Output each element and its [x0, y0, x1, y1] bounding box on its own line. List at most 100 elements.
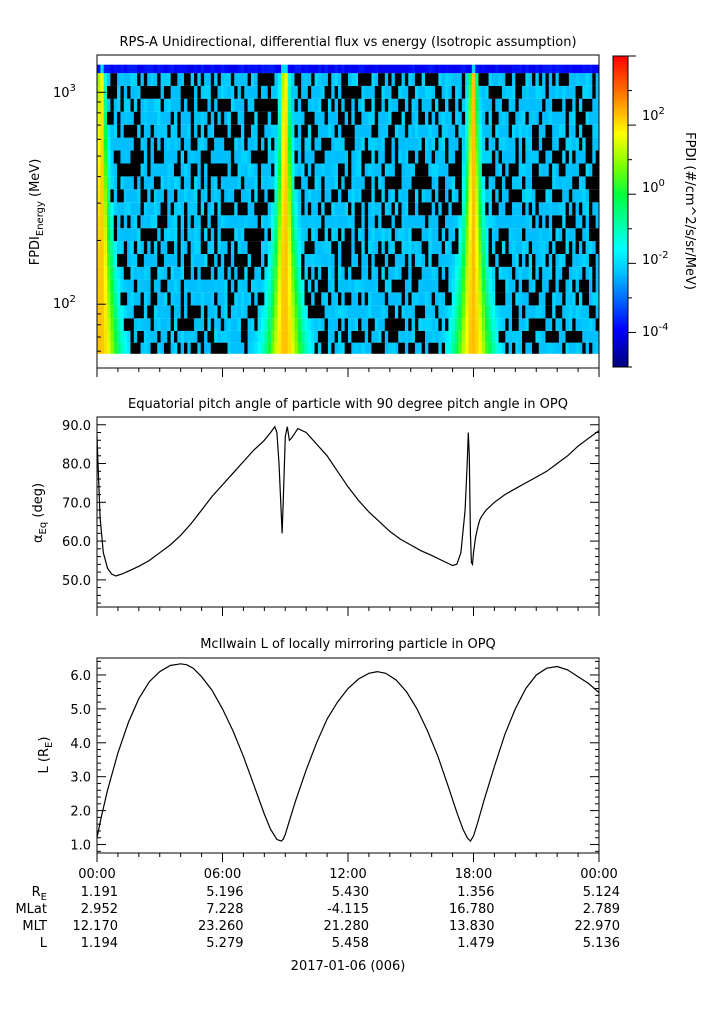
- heatmap-cell: [458, 137, 463, 151]
- heatmap-cell: [431, 202, 436, 216]
- heatmap-cell: [307, 342, 312, 354]
- heatmap-cell: [170, 189, 175, 203]
- heatmap-cell: [525, 85, 530, 99]
- heatmap-cell: [468, 202, 473, 216]
- heatmap-cell: [160, 241, 165, 254]
- heatmap-cell: [468, 163, 473, 177]
- heatmap-cell: [438, 292, 443, 306]
- heatmap-cell: [247, 73, 252, 86]
- heatmap-cell: [511, 163, 516, 177]
- heatmap-cell: [384, 241, 389, 254]
- heatmap-cell: [578, 253, 583, 267]
- heatmap-cell: [260, 202, 265, 216]
- heatmap-cell: [414, 163, 419, 177]
- colorbar-tick-1e0: 100: [642, 178, 665, 196]
- heatmap-cell: [364, 73, 369, 86]
- heatmap-cell: [408, 318, 412, 331]
- heatmap-cell: [455, 215, 459, 229]
- heatmap-cell: [535, 176, 540, 190]
- heatmap-cell: [418, 279, 423, 293]
- heatmap-cell: [578, 241, 583, 254]
- heatmap-cell: [207, 253, 212, 267]
- heatmap-cell: [384, 318, 389, 331]
- heatmap-cell: [381, 73, 386, 86]
- heatmap-cell: [210, 111, 215, 125]
- heatmap-cell: [147, 137, 151, 151]
- heatmap-cell: [548, 98, 553, 112]
- heatmap-cell: [475, 98, 479, 112]
- heatmap-cell: [508, 137, 513, 151]
- heatmap-cell: [197, 150, 202, 164]
- heatmap-cell: [220, 202, 225, 216]
- heatmap-cell: [260, 228, 265, 242]
- heatmap-cell: [200, 64, 205, 74]
- heatmap-cell: [595, 215, 600, 229]
- heatmap-cell: [441, 266, 446, 280]
- heatmap-cell: [588, 202, 593, 216]
- heatmap-cell: [391, 318, 396, 331]
- heatmap-cell: [153, 292, 158, 306]
- heatmap-cell: [552, 124, 556, 138]
- heatmap-cell: [572, 111, 576, 125]
- heatmap-cell: [371, 330, 376, 343]
- heatmap-cell: [197, 202, 202, 216]
- heatmap-cell: [414, 111, 419, 125]
- heatmap-cell: [297, 189, 302, 203]
- heatmap-cell: [542, 330, 546, 343]
- heatmap-cell: [264, 150, 269, 164]
- heatmap-cell: [592, 253, 597, 267]
- heatmap-cell: [214, 176, 218, 190]
- heatmap-cell: [491, 266, 496, 280]
- heatmap-cell: [177, 163, 182, 177]
- heatmap-cell: [321, 176, 325, 190]
- heatmap-cell: [247, 85, 252, 99]
- heatmap-cell: [461, 85, 466, 99]
- heatmap-cell: [515, 266, 520, 280]
- heatmap-cell: [304, 189, 309, 203]
- heatmap-cell: [237, 64, 242, 74]
- heatmap-cell: [244, 111, 248, 125]
- heatmap-cell: [515, 73, 520, 86]
- heatmap-cell: [495, 318, 499, 331]
- heatmap-cell: [418, 228, 423, 242]
- heatmap-cell: [130, 98, 135, 112]
- heatmap-cell: [582, 176, 587, 190]
- heatmap-cell: [210, 85, 215, 99]
- heatmap-cell: [568, 137, 573, 151]
- heatmap-cell: [568, 150, 573, 164]
- heatmap-cell: [317, 64, 322, 74]
- heatmap-cell: [170, 111, 175, 125]
- heatmap-cell: [572, 124, 576, 138]
- heatmap-cell: [281, 279, 285, 293]
- heatmap-cell: [140, 305, 145, 319]
- heatmap-cell: [237, 124, 242, 138]
- heatmap-cell: [384, 176, 389, 190]
- heatmap-cell: [157, 150, 161, 164]
- heatmap-cell: [341, 266, 346, 280]
- heatmap-cell: [214, 73, 218, 86]
- heatmap-cell: [585, 150, 590, 164]
- heatmap-cell: [505, 111, 510, 125]
- heatmap-cell: [314, 124, 319, 138]
- heatmap-cell: [267, 85, 272, 99]
- heatmap-cell: [200, 85, 205, 99]
- heatmap-cell: [445, 292, 449, 306]
- heatmap-cell: [384, 124, 389, 138]
- heatmap-cell: [117, 279, 121, 293]
- heatmap-cell: [528, 228, 533, 242]
- heatmap-cell: [458, 189, 463, 203]
- heatmap-cell: [180, 318, 185, 331]
- heatmap-cell: [177, 150, 182, 164]
- heatmap-cell: [414, 292, 419, 306]
- row-label-mlt: MLT: [22, 919, 47, 934]
- heatmap-cell: [337, 189, 342, 203]
- heatmap-cell: [445, 150, 449, 164]
- heatmap-cell: [314, 98, 319, 112]
- heatmap-cell: [150, 330, 155, 343]
- heatmap-cell: [244, 64, 248, 74]
- heatmap-cell: [167, 124, 172, 138]
- heatmap-cell: [418, 318, 423, 331]
- heatmap-cell: [588, 292, 593, 306]
- heatmap-cell: [314, 215, 319, 229]
- heatmap-cell: [210, 215, 215, 229]
